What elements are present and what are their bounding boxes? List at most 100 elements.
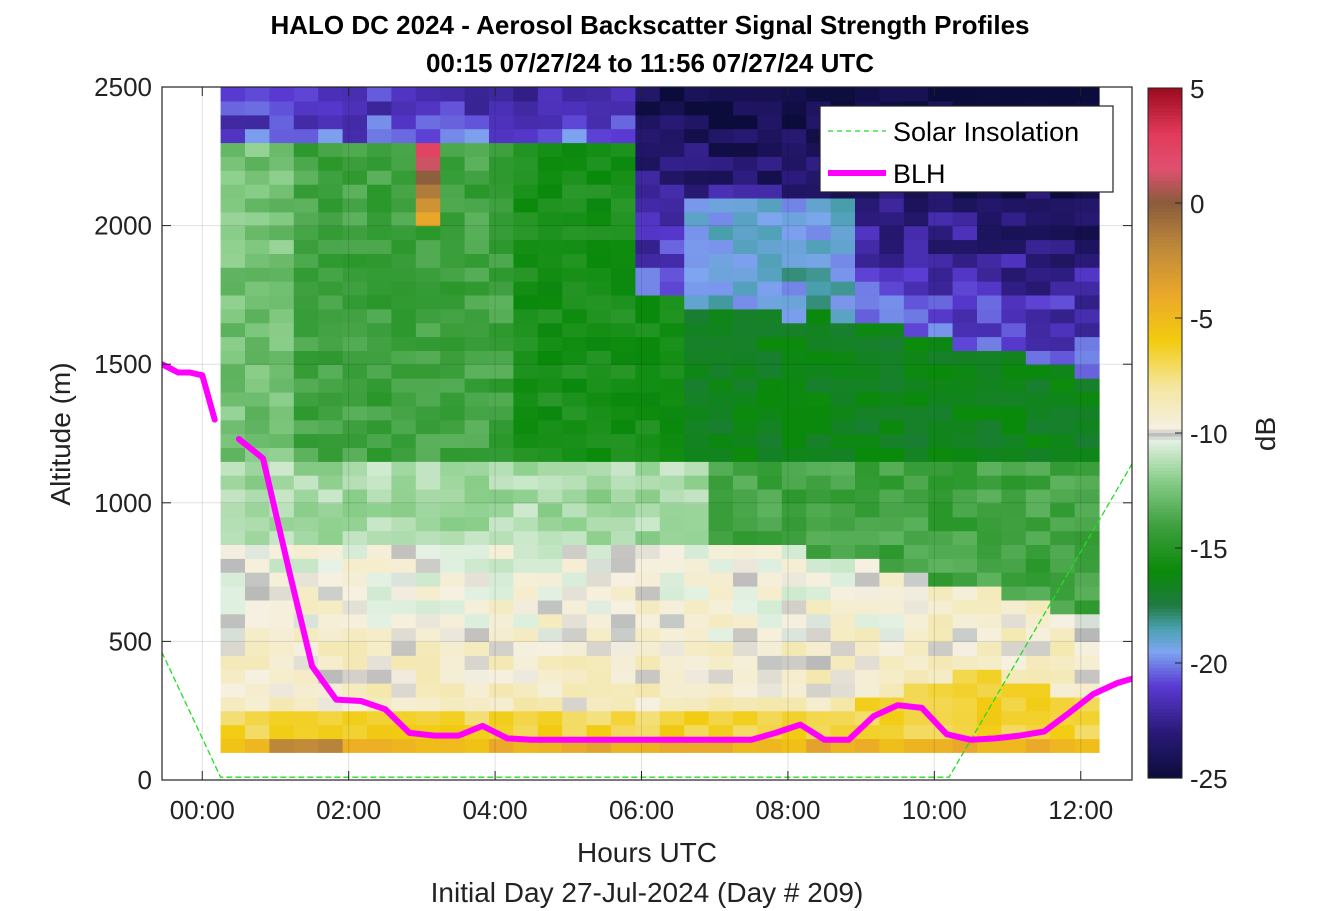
heatmap-cell [757,142,783,157]
heatmap-cell [293,405,319,421]
heatmap-cell [1001,433,1027,448]
heatmap-cell [342,516,368,532]
heatmap-cell [562,530,588,545]
heatmap-cell [220,267,246,282]
heatmap-cell [635,516,661,532]
heatmap-cell [318,170,344,185]
heatmap-cell [806,433,832,448]
colorbar-band [1148,208,1182,213]
heatmap-cell [440,488,466,504]
heatmap-cell [245,294,270,310]
heatmap-cell [1050,225,1076,241]
colorbar-band [1148,267,1182,272]
heatmap-cell [903,627,929,642]
heatmap-cell [1074,544,1100,559]
heatmap-cell [586,100,612,116]
heatmap-cell [855,461,880,476]
heatmap-cell [489,225,514,241]
colorbar-band [1148,653,1182,658]
heatmap-cell [977,599,1002,615]
colorbar-tick-label: -15 [1190,534,1228,564]
heatmap-cell [733,558,758,573]
colorbar-band [1148,636,1182,641]
heatmap-cell [220,364,246,379]
heatmap-cell [708,281,734,296]
heatmap-cell [635,683,661,698]
colorbar-band [1148,629,1182,634]
heatmap-cell [415,586,441,601]
heatmap-cell [1050,281,1076,296]
heatmap-cell [708,378,734,393]
heatmap-cell [1025,613,1051,629]
heatmap-cell [684,572,710,587]
heatmap-cell [806,641,832,656]
heatmap-cell [293,336,319,351]
heatmap-cell [342,447,368,462]
heatmap-cell [342,641,368,656]
heatmap-cell [928,253,954,268]
heatmap-cell [1025,683,1051,698]
heatmap-cell [1074,599,1100,615]
heatmap-cell [635,350,661,365]
heatmap-cell [293,281,319,296]
heatmap-cell [464,613,490,629]
heatmap-cell [879,267,905,282]
heatmap-cell [1001,350,1027,365]
heatmap-cell [830,419,856,435]
heatmap-cell [586,433,612,448]
heatmap-cell [513,184,539,199]
heatmap-cell [977,558,1002,573]
heatmap-cell [879,322,905,338]
heatmap-cell [1025,419,1051,435]
heatmap-cell [1001,197,1027,213]
heatmap-cell [733,253,758,268]
heatmap-cell [659,405,685,421]
heatmap-cell [830,627,856,642]
heatmap-cell [367,419,392,435]
heatmap-cell [684,156,710,171]
heatmap-cell [537,710,563,726]
heatmap-cell [367,447,392,462]
heatmap-cell [635,156,661,171]
colorbar-band [1148,315,1182,320]
heatmap-cell [220,350,246,365]
heatmap-cell [659,87,685,102]
heatmap-cell [659,461,685,476]
heatmap-cell [708,211,734,227]
colorbar-band [1148,281,1182,286]
heatmap-cell [440,433,466,448]
heatmap-cell [830,683,856,698]
heatmap-cell [293,170,319,185]
heatmap-cell [806,683,832,698]
heatmap-cell [220,724,246,740]
heatmap-cell [1074,350,1100,365]
heatmap-cell [611,530,636,545]
heatmap-cell [464,336,490,351]
heatmap-cell [513,87,539,102]
heatmap-cell [659,724,685,740]
heatmap-cell [220,378,246,393]
heatmap-cell [1050,655,1076,670]
heatmap-cell [415,100,441,116]
heatmap-cell [757,683,783,698]
heatmap-cell [781,364,807,379]
heatmap-cell [586,184,612,199]
heatmap-cell [440,100,466,116]
heatmap-cell [464,322,490,338]
heatmap-cell [318,586,344,601]
heatmap-cell [977,253,1002,268]
heatmap-cell [537,530,563,545]
colorbar-band [1148,664,1182,669]
heatmap-cell [903,669,929,684]
heatmap-cell [586,378,612,393]
heatmap-cell [635,544,661,559]
heatmap-cell [830,544,856,559]
heatmap-cell [342,599,368,615]
heatmap-cell [952,475,978,490]
heatmap-cell [611,669,636,684]
heatmap-cell [879,627,905,642]
heatmap-cell [489,322,514,338]
heatmap-cell [684,655,710,670]
heatmap-cell [440,225,466,241]
heatmap-cell [586,211,612,227]
